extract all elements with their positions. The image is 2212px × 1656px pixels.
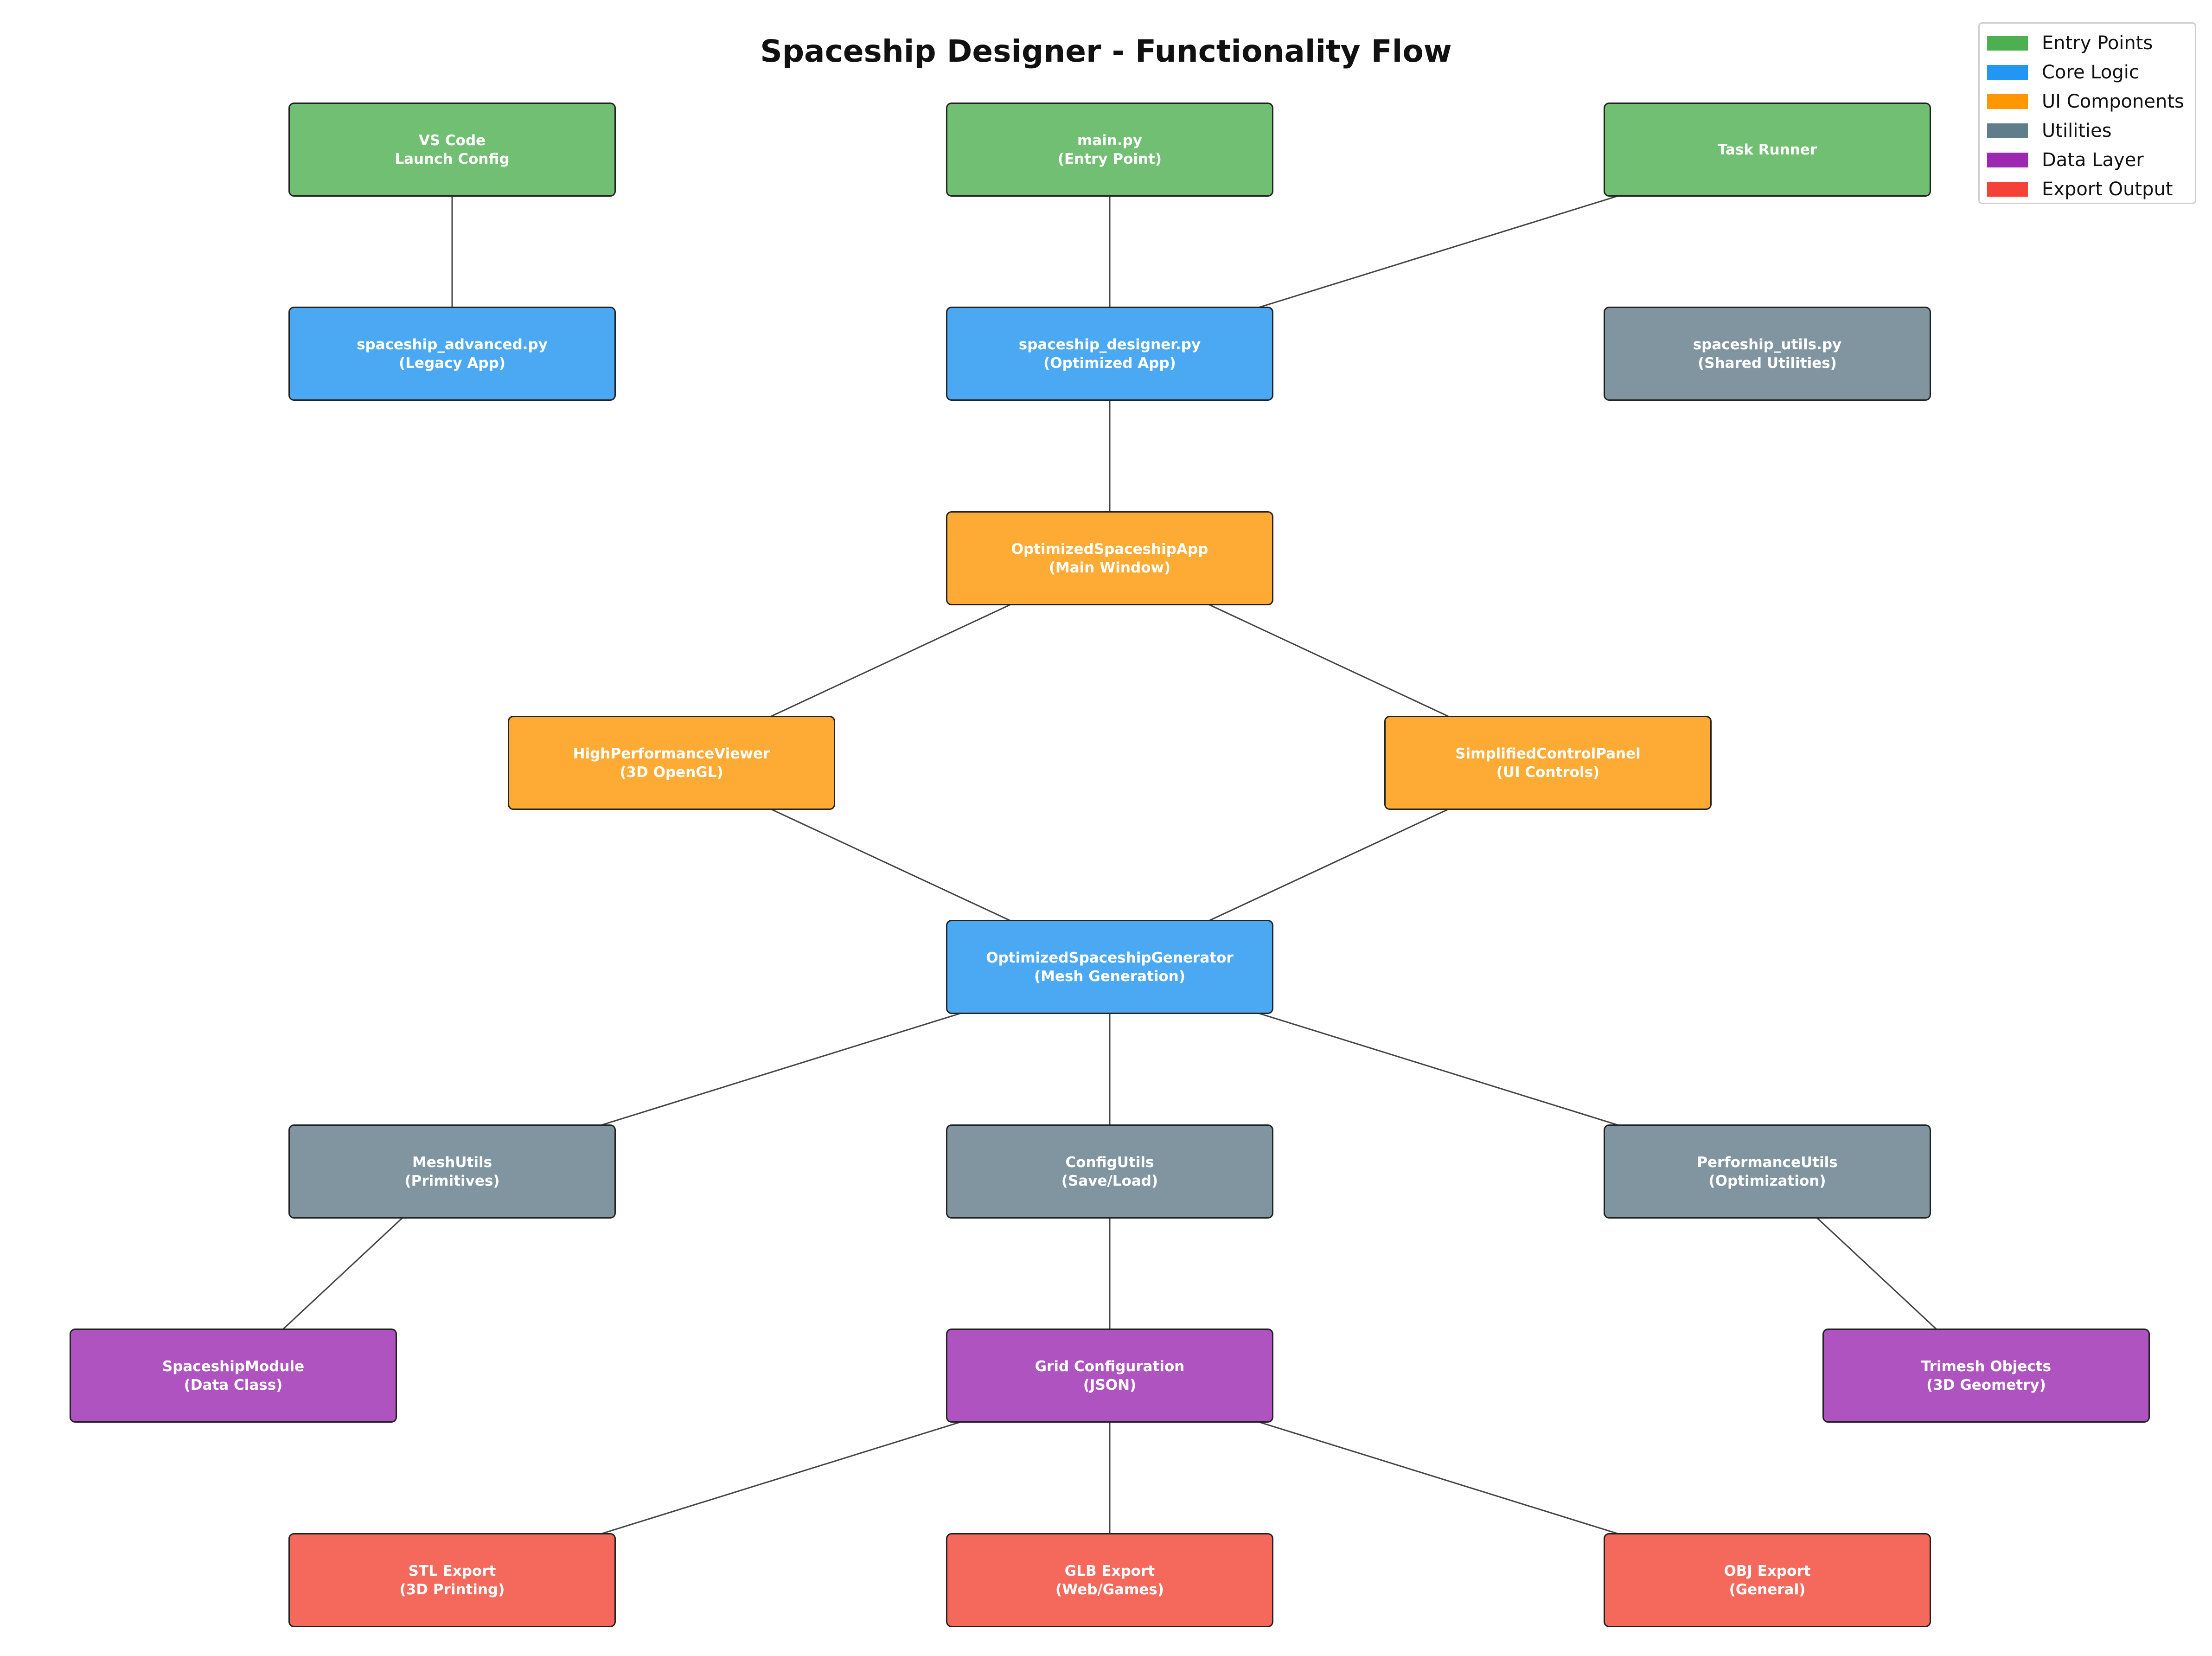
legend-swatch	[1987, 152, 2028, 167]
node-spaceship-designer[interactable]: spaceship_designer.py (Optimized App)	[946, 307, 1273, 401]
node-vscode-launch-config[interactable]: VS Code Launch Config	[288, 103, 616, 197]
node-spaceship-module[interactable]: SpaceshipModule (Data Class)	[70, 1329, 397, 1423]
legend-swatch	[1987, 181, 2028, 197]
node-task-runner[interactable]: Task Runner	[1604, 103, 1931, 197]
legend-swatch	[1987, 123, 2028, 138]
node-obj-export[interactable]: OBJ Export (General)	[1604, 1533, 1931, 1627]
node-spaceship-utils[interactable]: spaceship_utils.py (Shared Utilities)	[1604, 307, 1931, 401]
node-mesh-utils[interactable]: MeshUtils (Primitives)	[288, 1124, 616, 1219]
node-config-utils[interactable]: ConfigUtils (Save/Load)	[946, 1124, 1273, 1219]
node-optimized-spaceship-generator[interactable]: OptimizedSpaceshipGenerator (Mesh Genera…	[946, 920, 1273, 1014]
legend-item-entry-points: Entry Points	[1987, 28, 2187, 58]
node-trimesh-objects[interactable]: Trimesh Objects (3D Geometry)	[1822, 1329, 2150, 1423]
legend: Entry Points Core Logic UI Components Ut…	[1978, 22, 2196, 204]
diagram-title: Spaceship Designer - Functionality Flow	[760, 33, 1452, 69]
legend-label: Export Output	[2042, 178, 2173, 200]
node-stl-export[interactable]: STL Export (3D Printing)	[288, 1533, 616, 1627]
node-performance-utils[interactable]: PerformanceUtils (Optimization)	[1604, 1124, 1931, 1219]
legend-item-data-layer: Data Layer	[1987, 145, 2187, 174]
node-high-performance-viewer[interactable]: HighPerformanceViewer (3D OpenGL)	[508, 716, 835, 810]
node-glb-export[interactable]: GLB Export (Web/Games)	[946, 1533, 1273, 1627]
legend-label: Entry Points	[2042, 32, 2153, 54]
legend-swatch	[1987, 35, 2028, 51]
legend-item-export-output: Export Output	[1987, 174, 2187, 204]
legend-item-utilities: Utilities	[1987, 116, 2187, 145]
node-main-py[interactable]: main.py (Entry Point)	[946, 103, 1273, 197]
legend-swatch	[1987, 94, 2028, 109]
legend-item-ui-components: UI Components	[1987, 87, 2187, 116]
node-optimized-spaceship-app[interactable]: OptimizedSpaceshipApp (Main Window)	[946, 511, 1273, 605]
legend-label: Data Layer	[2042, 149, 2144, 171]
legend-label: Utilities	[2042, 120, 2112, 141]
legend-label: Core Logic	[2042, 61, 2139, 83]
node-simplified-control-panel[interactable]: SimplifiedControlPanel (UI Controls)	[1384, 716, 1712, 810]
legend-swatch	[1987, 64, 2028, 80]
legend-label: UI Components	[2042, 90, 2184, 112]
node-grid-configuration[interactable]: Grid Configuration (JSON)	[946, 1329, 1273, 1423]
node-spaceship-advanced[interactable]: spaceship_advanced.py (Legacy App)	[288, 307, 616, 401]
legend-item-core-logic: Core Logic	[1987, 58, 2187, 87]
